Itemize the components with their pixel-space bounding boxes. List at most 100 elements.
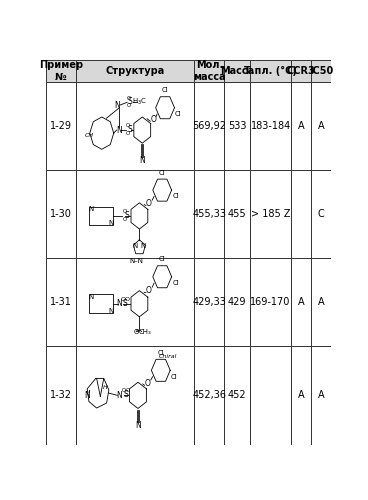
Text: 455: 455: [228, 209, 247, 219]
Bar: [311, 60, 331, 82]
Text: O: O: [126, 388, 130, 393]
Bar: [194, 170, 224, 258]
Text: O: O: [126, 132, 130, 136]
Bar: [291, 60, 311, 82]
Bar: [311, 258, 331, 346]
Text: S: S: [124, 390, 128, 400]
Bar: [46, 346, 76, 445]
Text: Cl: Cl: [159, 256, 166, 262]
Bar: [194, 60, 224, 82]
Text: H$_3$C: H$_3$C: [132, 97, 147, 108]
Bar: [250, 170, 291, 258]
Text: S: S: [124, 211, 129, 220]
Text: A: A: [318, 390, 325, 400]
Bar: [89, 206, 113, 225]
Text: Cl: Cl: [159, 170, 166, 176]
Bar: [76, 170, 194, 258]
Text: N: N: [114, 100, 120, 110]
Text: Cl: Cl: [162, 87, 169, 93]
Bar: [194, 258, 224, 346]
Text: Структура: Структура: [106, 66, 165, 76]
Text: H: H: [103, 385, 107, 390]
Text: A: A: [318, 297, 325, 307]
Text: N: N: [108, 220, 113, 226]
Bar: [224, 60, 250, 82]
Text: 452: 452: [228, 390, 247, 400]
Text: N: N: [139, 156, 145, 165]
Text: A: A: [298, 297, 305, 307]
Bar: [224, 170, 250, 258]
Text: A: A: [298, 390, 305, 400]
Text: O: O: [122, 388, 127, 393]
Text: N: N: [135, 421, 141, 430]
Text: Cl: Cl: [171, 374, 177, 380]
Text: O: O: [127, 96, 131, 100]
Text: S: S: [123, 299, 128, 308]
Text: O: O: [127, 102, 131, 108]
Bar: [250, 82, 291, 170]
Bar: [224, 82, 250, 170]
Bar: [46, 82, 76, 170]
Bar: [194, 346, 224, 445]
Text: N: N: [84, 391, 89, 400]
Text: Мол.
масса: Мол. масса: [193, 60, 226, 82]
Bar: [194, 82, 224, 170]
Bar: [311, 170, 331, 258]
Bar: [76, 258, 194, 346]
Text: Cl: Cl: [175, 111, 182, 117]
Text: Масса: Масса: [220, 66, 254, 76]
Text: O: O: [133, 329, 139, 335]
Text: 429: 429: [228, 297, 246, 307]
Text: N: N: [141, 243, 146, 249]
Bar: [46, 170, 76, 258]
Bar: [76, 346, 194, 445]
Text: N: N: [109, 308, 114, 314]
Bar: [89, 294, 113, 313]
Bar: [291, 82, 311, 170]
Bar: [250, 346, 291, 445]
Text: 169-170: 169-170: [250, 297, 291, 307]
Text: 455,33: 455,33: [192, 209, 226, 219]
Bar: [46, 60, 76, 82]
Text: CH₃: CH₃: [138, 329, 151, 335]
Text: A: A: [318, 121, 325, 131]
Text: IC50: IC50: [309, 66, 333, 76]
Bar: [311, 82, 331, 170]
Text: N: N: [117, 299, 122, 308]
Text: 452,36: 452,36: [192, 390, 226, 400]
Text: 429,33: 429,33: [192, 297, 226, 307]
Text: Пример
№: Пример №: [39, 60, 83, 82]
Text: O: O: [125, 296, 130, 302]
Text: O: O: [123, 218, 127, 222]
Text: 1-30: 1-30: [50, 209, 72, 219]
Text: O: O: [146, 286, 152, 294]
Text: 1-32: 1-32: [50, 390, 72, 400]
Bar: [250, 258, 291, 346]
Bar: [291, 346, 311, 445]
Text: > 185 Z: > 185 Z: [251, 209, 290, 219]
Text: N: N: [133, 243, 138, 249]
Text: C: C: [318, 209, 325, 219]
Text: 1-29: 1-29: [50, 121, 72, 131]
Text: Т.пл. (°C): Т.пл. (°C): [244, 66, 297, 76]
Text: CH: CH: [84, 132, 93, 138]
Text: N–N: N–N: [130, 258, 144, 264]
Text: Cl: Cl: [172, 280, 179, 286]
Text: 183-184: 183-184: [251, 121, 291, 131]
Text: Cl: Cl: [172, 194, 179, 200]
Bar: [224, 258, 250, 346]
Text: A: A: [298, 121, 305, 131]
Text: N: N: [116, 126, 122, 134]
Text: 533: 533: [228, 121, 246, 131]
Bar: [291, 170, 311, 258]
Text: O: O: [123, 209, 127, 214]
Text: O: O: [126, 123, 130, 128]
Text: N: N: [116, 391, 122, 400]
Bar: [76, 60, 194, 82]
Text: S: S: [128, 97, 132, 106]
Text: O: O: [145, 378, 150, 388]
Bar: [224, 346, 250, 445]
Bar: [76, 82, 194, 170]
Text: N: N: [88, 206, 93, 212]
Bar: [46, 258, 76, 346]
